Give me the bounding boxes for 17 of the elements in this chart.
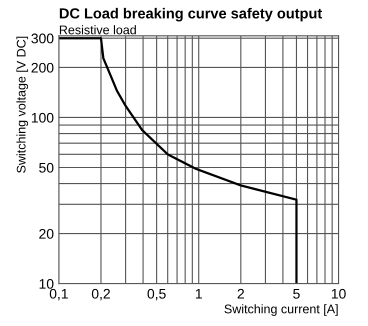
- x-tick-label: 1: [196, 288, 202, 299]
- y-tick-label: 100: [32, 112, 54, 123]
- y-tick-label: 200: [32, 62, 54, 73]
- x-axis-title: Switching current [A]: [224, 304, 338, 316]
- x-tick-label: 0,5: [148, 288, 166, 300]
- chart-title: DC Load breaking curve safety output: [60, 8, 322, 22]
- x-tick-label: 5: [293, 288, 300, 299]
- x-tick-label: 0,2: [92, 288, 110, 300]
- y-axis-title: Switching voltage [V DC]: [16, 36, 28, 173]
- y-tick-label: 300: [31, 34, 54, 44]
- x-tick-label: 10: [332, 288, 346, 299]
- x-tick-label: 0,1: [50, 288, 68, 300]
- x-tick-label: 2: [238, 288, 244, 299]
- y-tick-label: 20: [39, 228, 54, 239]
- y-tick-label: 50: [39, 162, 54, 173]
- y-tick-label: 10: [40, 278, 54, 289]
- chart-subtitle: Resistive load: [60, 25, 136, 34]
